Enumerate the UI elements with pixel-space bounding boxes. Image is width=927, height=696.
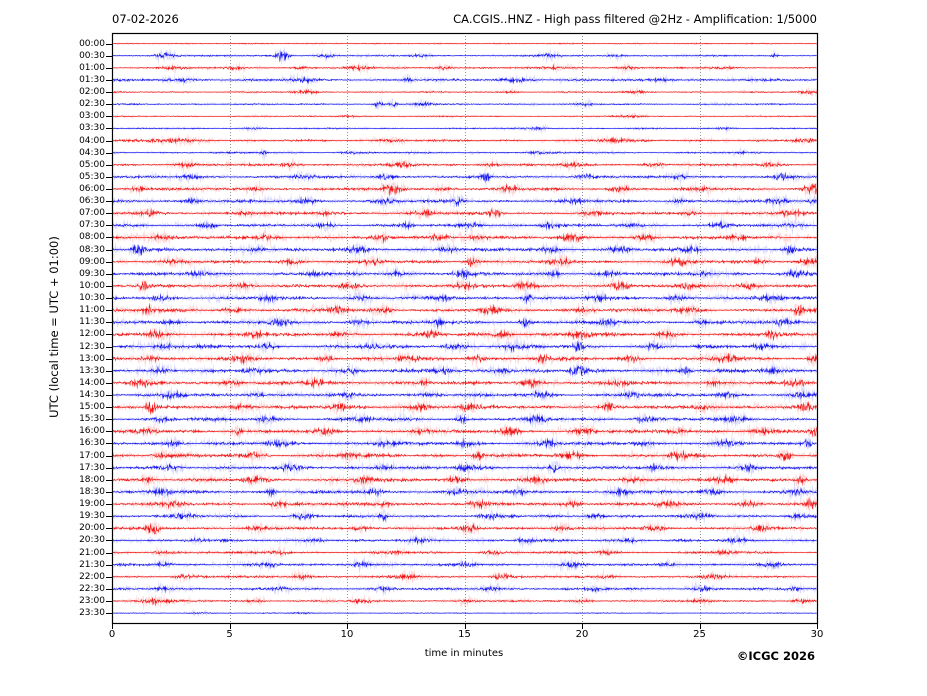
x-tick-label: 15 <box>458 629 471 640</box>
row-time-label: 02:30 <box>79 99 105 110</box>
row-time-label: 09:30 <box>79 268 105 279</box>
x-tick-label: 0 <box>108 629 116 640</box>
row-time-label: 18:00 <box>79 474 105 485</box>
row-time-label: 10:30 <box>79 293 105 304</box>
x-axis-label: time in minutes <box>424 648 504 659</box>
row-time-label: 05:00 <box>79 159 105 170</box>
row-time-label: 03:00 <box>79 111 105 122</box>
row-time-label: 02:00 <box>79 87 105 98</box>
row-time-label: 17:30 <box>79 462 105 473</box>
row-time-label: 17:00 <box>79 450 105 461</box>
row-time-label: 06:00 <box>79 184 105 194</box>
row-time-label: 19:00 <box>79 499 105 510</box>
row-time-label: 08:30 <box>79 244 105 255</box>
row-time-label: 23:30 <box>79 608 105 619</box>
row-time-label: 06:30 <box>79 196 105 207</box>
row-time-label: 14:30 <box>79 389 105 400</box>
row-time-label: 22:30 <box>79 583 105 594</box>
row-time-label: 04:30 <box>79 147 105 158</box>
row-time-label: 21:00 <box>79 547 105 558</box>
row-time-label: 16:30 <box>79 438 105 449</box>
row-time-label: 00:30 <box>79 50 105 61</box>
row-time-label: 04:00 <box>79 135 105 146</box>
row-time-label: 13:30 <box>79 365 105 376</box>
row-time-label: 09:00 <box>79 256 105 267</box>
row-time-label: 07:30 <box>79 220 105 231</box>
row-time-label: 16:00 <box>79 426 105 437</box>
row-time-label: 12:30 <box>79 341 105 352</box>
row-time-label: 08:00 <box>79 232 105 243</box>
row-time-label: 11:00 <box>79 305 105 316</box>
row-time-label: 01:00 <box>79 62 105 73</box>
station-title: CA.CGIS..HNZ - High pass filtered @2Hz -… <box>453 12 817 26</box>
row-time-label: 15:00 <box>79 402 105 413</box>
row-time-label: 15:30 <box>79 414 105 425</box>
row-time-label: 21:30 <box>79 559 105 570</box>
row-time-label: 10:00 <box>79 280 105 291</box>
row-time-label: 22:00 <box>79 571 105 582</box>
row-time-label: 12:00 <box>79 329 105 340</box>
row-time-label: 20:30 <box>79 535 105 546</box>
copyright-text: ©ICGC 2026 <box>736 649 815 663</box>
row-time-label: 00:00 <box>79 38 105 49</box>
row-time-label: 23:00 <box>79 595 105 606</box>
row-time-label: 11:30 <box>79 317 105 328</box>
row-time-label: 05:30 <box>79 171 105 182</box>
row-time-label: 19:30 <box>79 511 105 522</box>
row-time-label: 13:00 <box>79 353 105 364</box>
x-tick-label: 10 <box>340 629 354 640</box>
x-tick-label: 30 <box>810 629 824 640</box>
x-tick-label: 25 <box>693 629 706 640</box>
x-tick-label: 5 <box>226 629 233 640</box>
row-time-label: 20:00 <box>79 523 105 534</box>
row-time-label: 07:00 <box>79 208 105 219</box>
x-tick-label: 20 <box>575 629 589 640</box>
date-title: 07-02-2026 <box>112 12 179 26</box>
row-time-label: 03:30 <box>79 123 105 134</box>
row-time-label: 18:30 <box>79 486 105 497</box>
row-time-label: 01:30 <box>79 74 105 85</box>
row-time-label: 14:00 <box>79 377 105 388</box>
